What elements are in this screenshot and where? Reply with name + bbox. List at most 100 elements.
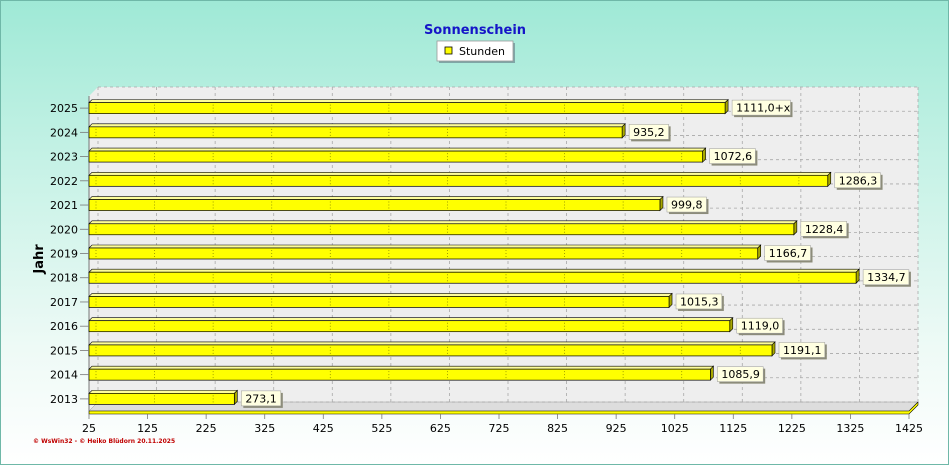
x-tick-label: 825 (547, 422, 568, 435)
bar-2024 (88, 123, 626, 139)
x-tick-label: 625 (430, 422, 451, 435)
bar-2019 (88, 244, 762, 260)
y-tick-label-2025: 2025 (50, 102, 78, 115)
bar-top-face (88, 220, 798, 225)
x-tick-label: 525 (371, 422, 392, 435)
bar-top-face (88, 390, 239, 394)
x-tick-label: 125 (137, 422, 158, 435)
bar-front-face (88, 126, 623, 139)
footer-credit: © WsWin32 - © Heiko Blüdorn 20.11.2025 (33, 438, 176, 445)
bar-top-face (88, 317, 734, 321)
data-label-2018: 1334,7 (867, 271, 906, 284)
y-tick-label-2023: 2023 (50, 151, 78, 164)
bar-front-face (88, 150, 703, 163)
y-tick-label-2015: 2015 (50, 344, 78, 357)
bar-top-face (88, 172, 832, 176)
data-label-box (666, 196, 707, 213)
y-tick-label-2022: 2022 (50, 175, 78, 188)
y-tick-label-2020: 2020 (50, 223, 78, 236)
data-label-box (862, 269, 910, 285)
data-label-box (764, 245, 811, 261)
bar-2015 (88, 341, 776, 357)
data-label-box (241, 390, 282, 407)
data-label-2021: 999,8 (671, 199, 703, 212)
bar-top-face (88, 99, 729, 103)
data-label-box (709, 148, 756, 164)
bar-top-face (88, 196, 664, 200)
bar-2021 (88, 195, 664, 212)
bar-top-face (88, 293, 673, 297)
bar-2018 (88, 268, 860, 284)
x-tick-label: 925 (606, 422, 627, 435)
bar-2020 (88, 220, 798, 236)
data-label-box (731, 99, 791, 116)
bar-front-face (88, 320, 731, 333)
x-tick-label: 1025 (661, 422, 689, 435)
x-tick-label: 1325 (836, 422, 864, 435)
y-tick-label-2019: 2019 (50, 248, 78, 261)
bar-front-face (88, 223, 795, 236)
data-label-box (628, 124, 669, 140)
x-tick-label: 25 (82, 422, 96, 435)
data-label-box (834, 172, 881, 189)
bar-front-face (88, 247, 759, 260)
data-label-box (736, 317, 783, 334)
bar-front-face (88, 174, 829, 187)
x-axis: 25 125 225 325 425 525 625 725 825 925 1025 1125 122… (82, 414, 923, 435)
bar-front-face (88, 102, 726, 114)
data-label-2020: 1228,4 (805, 223, 844, 236)
data-label-box (675, 293, 723, 310)
y-tick-label-2013: 2013 (50, 393, 78, 406)
bar-front-face (88, 368, 711, 381)
bar-front-face (88, 344, 773, 357)
data-label-2016: 1119,0 (741, 320, 780, 333)
data-label-2019: 1166,7 (769, 247, 808, 260)
chart-title: Sonnenschein (424, 23, 526, 38)
bar-2013 (88, 389, 239, 406)
y-axis: 2025 2024 2023 2022 2021 2020 2019 2018 2017 2016… (50, 102, 89, 406)
data-label-2024: 935,2 (633, 126, 665, 139)
data-label-2017: 1015,3 (680, 295, 719, 308)
x-tick-label: 1225 (778, 422, 806, 435)
bar-front-face (88, 271, 857, 284)
y-axis-label: Jahr (32, 244, 47, 275)
bar-front-face (88, 296, 670, 308)
x-tick-label: 1125 (719, 422, 747, 435)
bar-2016 (88, 316, 734, 333)
bar-2023 (88, 147, 707, 163)
data-label-2023: 1072,6 (714, 150, 753, 163)
x-tick-label: 425 (313, 422, 334, 435)
data-labels: 1111,0+x 935,2 1072,6 1286,3 999,8 1228,4 1166… (241, 99, 911, 408)
x-tick-label: 225 (196, 422, 217, 435)
bar-top-face (88, 147, 707, 152)
data-label-2015: 1191,1 (783, 344, 822, 357)
bar-front-face (88, 393, 235, 405)
x-tick-label: 1425 (895, 422, 923, 435)
x-tick-label: 725 (489, 422, 510, 435)
data-label-2025: 1111,0+x (736, 102, 791, 115)
data-label-2014: 1085,9 (721, 368, 760, 381)
bar-top-face (88, 341, 776, 346)
legend: Stunden (436, 40, 515, 63)
bar-top-face (88, 244, 762, 249)
bar-top-face (88, 123, 626, 128)
bar-top-face (88, 268, 860, 273)
legend-box (436, 40, 514, 62)
y-tick-label-2017: 2017 (50, 296, 78, 309)
data-label-box (717, 366, 764, 382)
bar-top-face (88, 365, 715, 370)
bar-2014 (88, 365, 715, 381)
y-tick-label-2021: 2021 (50, 199, 78, 212)
bar-2025 (88, 98, 729, 115)
bar-series (88, 98, 860, 406)
data-label-2022: 1286,3 (839, 174, 878, 187)
x-tick-label: 325 (254, 422, 275, 435)
y-tick-label-2014: 2014 (50, 369, 78, 382)
bar-2022 (88, 171, 832, 188)
legend-swatch (444, 46, 453, 55)
bar-2017 (88, 292, 673, 309)
y-tick-label-2018: 2018 (50, 272, 78, 285)
y-tick-label-2024: 2024 (50, 126, 78, 139)
